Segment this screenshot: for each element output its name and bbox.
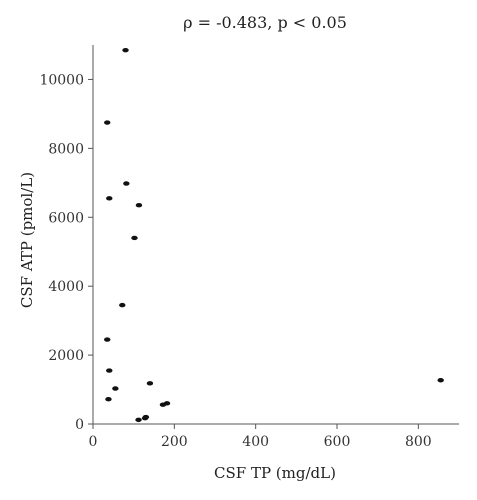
y-tick-label: 8000	[48, 141, 84, 157]
data-point	[104, 120, 111, 125]
data-point	[112, 386, 119, 391]
data-point	[106, 196, 113, 201]
x-tick-label: 800	[405, 434, 432, 450]
data-points	[104, 47, 444, 423]
x-tick-label: 600	[324, 434, 351, 450]
y-axis-label: CSF ATP (pmol/L)	[18, 172, 36, 308]
x-tick-label: 200	[161, 434, 188, 450]
x-tick-label: 400	[242, 434, 269, 450]
data-point	[163, 401, 171, 406]
data-point	[135, 417, 142, 423]
x-axis-label: CSF TP (mg/dL)	[214, 464, 336, 482]
data-point	[119, 302, 126, 308]
y-tick-label: 6000	[48, 210, 84, 226]
data-point	[106, 368, 113, 373]
data-point	[123, 181, 130, 186]
y-tick-label: 4000	[48, 279, 84, 295]
data-point	[437, 378, 444, 383]
data-point	[104, 337, 111, 342]
data-point	[131, 235, 138, 241]
y-tick-label: 10000	[39, 72, 84, 88]
data-point	[105, 396, 112, 402]
data-point	[122, 47, 129, 53]
chart-title: ρ = -0.483, p < 0.05	[183, 13, 347, 32]
y-tick-label: 2000	[48, 348, 84, 364]
data-point	[135, 203, 143, 208]
data-point	[146, 381, 154, 386]
data-point	[142, 414, 150, 420]
y-tick-label: 0	[75, 417, 84, 433]
x-tick-label: 0	[89, 434, 98, 450]
